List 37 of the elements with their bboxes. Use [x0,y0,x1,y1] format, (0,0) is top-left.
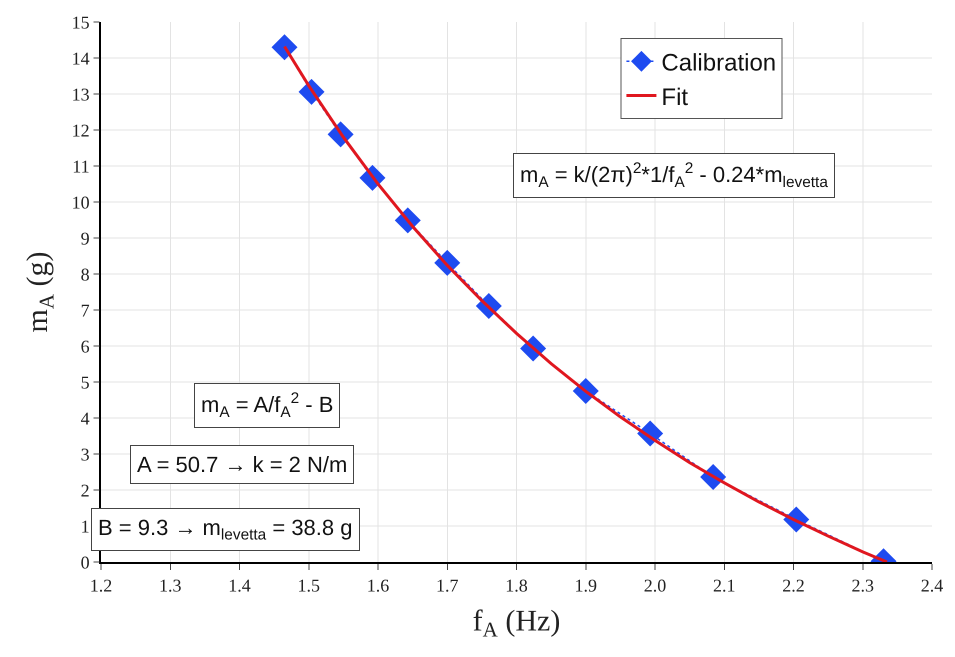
y-tick-label: 10 [72,192,90,212]
y-tick-label: 3 [80,444,90,464]
x-tick-label: 2.3 [852,575,874,596]
y-tick-label: 1 [80,516,90,536]
y-tick-label: 2 [80,480,90,500]
y-tick-label: 15 [72,12,90,32]
y-tick-label: 7 [80,300,90,320]
y-tick-label: 11 [72,156,90,176]
y-tick-label: 8 [80,264,90,284]
annotation: B = 9.3 → m$_{levetta}$ = 38.8 g [98,515,352,544]
x-tick-label: 1.4 [228,575,251,596]
x-tick-label: 1.2 [90,575,112,596]
point [272,34,298,60]
y-tick-label: 9 [80,228,90,248]
y-tick-label: 5 [80,372,90,392]
x-tick-label: 2.0 [644,575,666,596]
legend-label: Calibration [661,50,776,77]
x-axis-title: f$_{A}$ (Hz) [472,604,560,642]
x-tick-label: 2.1 [713,575,736,596]
x-tick-label: 1.7 [436,575,458,596]
legend-label: Fit [661,84,688,111]
text: m$_{A}$ = k/(2π)$^{2}$*1/f$_{A}$$^{2}$ - 0.24*m$_{levetta}$ [520,160,828,191]
y-tick-label: 6 [80,336,90,356]
x-tick-label: 1.8 [505,575,528,596]
x-tick-label: 1.3 [159,575,182,596]
y-tick-label: 4 [80,408,90,428]
y-tick-label: 13 [72,84,90,104]
y-tick-label: 0 [80,552,90,572]
x-tick-label: 1.5 [298,575,320,596]
x-tick-label: 1.9 [574,575,597,596]
annotation: m$_{A}$ = A/f$_{A}$$^{2}$ - B [201,390,334,421]
y-tick-label: 14 [72,48,90,68]
y-tick-label: 12 [72,120,90,140]
x-tick-label: 2.4 [920,575,944,596]
x-tick-label: 2.2 [782,575,805,596]
annotation: A = 50.7 → k = 2 N/m [137,452,348,477]
x-tick-label: 1.6 [366,575,390,596]
